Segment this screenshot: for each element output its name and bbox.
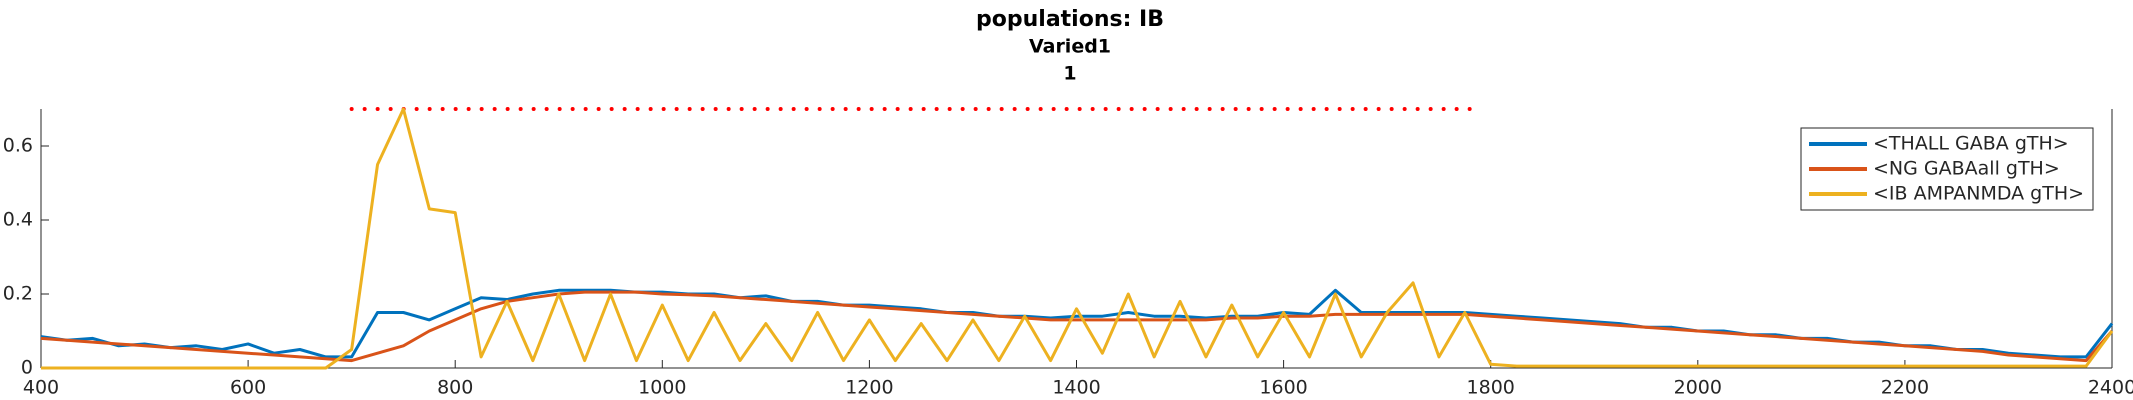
x-tick-label: 1200 xyxy=(845,377,893,399)
legend-label: <IB AMPANMDA gTH> xyxy=(1873,183,2084,205)
x-tick-label: 2400 xyxy=(2088,377,2133,399)
y-tick-label: 0.6 xyxy=(3,135,33,157)
legend-label: <THALL GABA gTH> xyxy=(1873,133,2069,155)
x-tick-label: 800 xyxy=(437,377,473,399)
x-tick-label: 1800 xyxy=(1467,377,1515,399)
legend-label: <NG GABAall gTH> xyxy=(1873,158,2060,180)
x-tick-label: 2200 xyxy=(1881,377,1929,399)
x-tick-label: 400 xyxy=(23,377,59,399)
x-tick-label: 2000 xyxy=(1674,377,1722,399)
y-tick-label: 0.4 xyxy=(3,209,33,231)
series-line xyxy=(40,290,2114,363)
chart-subtitle: Varied1 xyxy=(1029,36,1111,58)
y-tick-label: 0 xyxy=(21,357,33,379)
x-tick-label: 1600 xyxy=(1259,377,1307,399)
x-tick-label: 600 xyxy=(230,377,266,399)
chart-title: populations: IB xyxy=(976,7,1164,32)
chart-subtitle: 1 xyxy=(1063,63,1076,85)
series-line xyxy=(41,107,2114,370)
x-tick-label: 1400 xyxy=(1052,377,1100,399)
y-tick-label: 0.2 xyxy=(3,283,33,305)
x-tick-label: 1000 xyxy=(638,377,686,399)
